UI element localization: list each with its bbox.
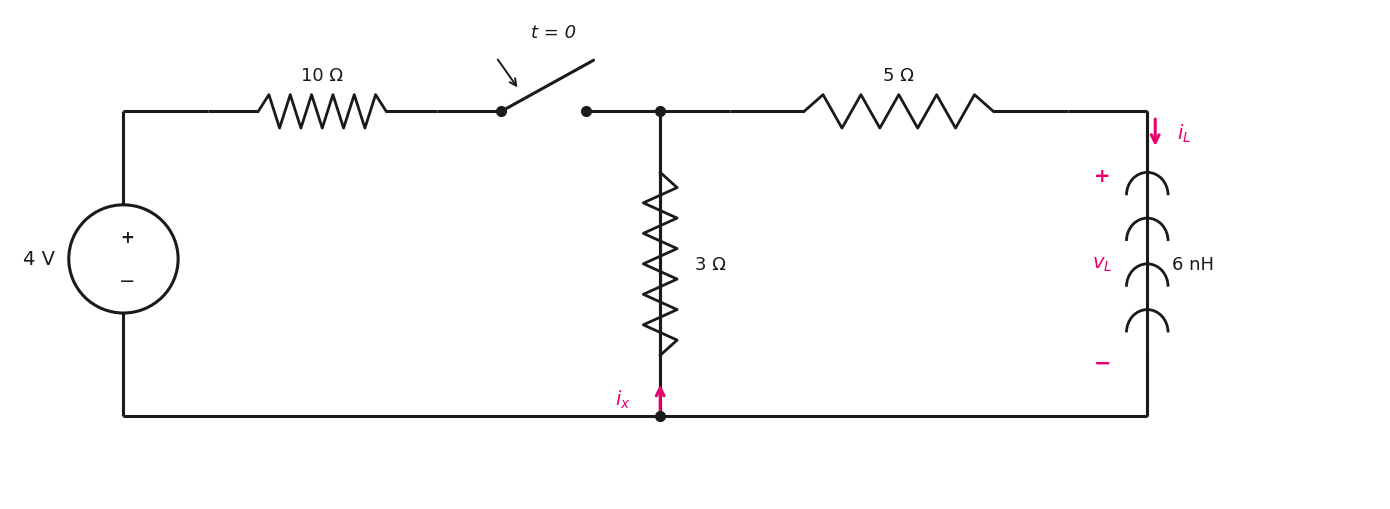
Text: $i_x$: $i_x$ [614, 388, 630, 410]
Text: $i_L$: $i_L$ [1177, 123, 1191, 145]
Text: $v_L$: $v_L$ [1093, 255, 1113, 274]
Text: +: + [1094, 166, 1111, 185]
Text: −: − [120, 271, 136, 291]
Text: t = 0: t = 0 [531, 23, 575, 41]
Text: 3 Ω: 3 Ω [695, 256, 726, 273]
Text: 4 V: 4 V [24, 250, 56, 269]
Text: −: − [1094, 353, 1111, 373]
Text: 6 nH: 6 nH [1172, 256, 1213, 273]
Text: +: + [121, 229, 135, 247]
Text: 5 Ω: 5 Ω [883, 67, 915, 84]
Text: 10 Ω: 10 Ω [302, 67, 343, 84]
